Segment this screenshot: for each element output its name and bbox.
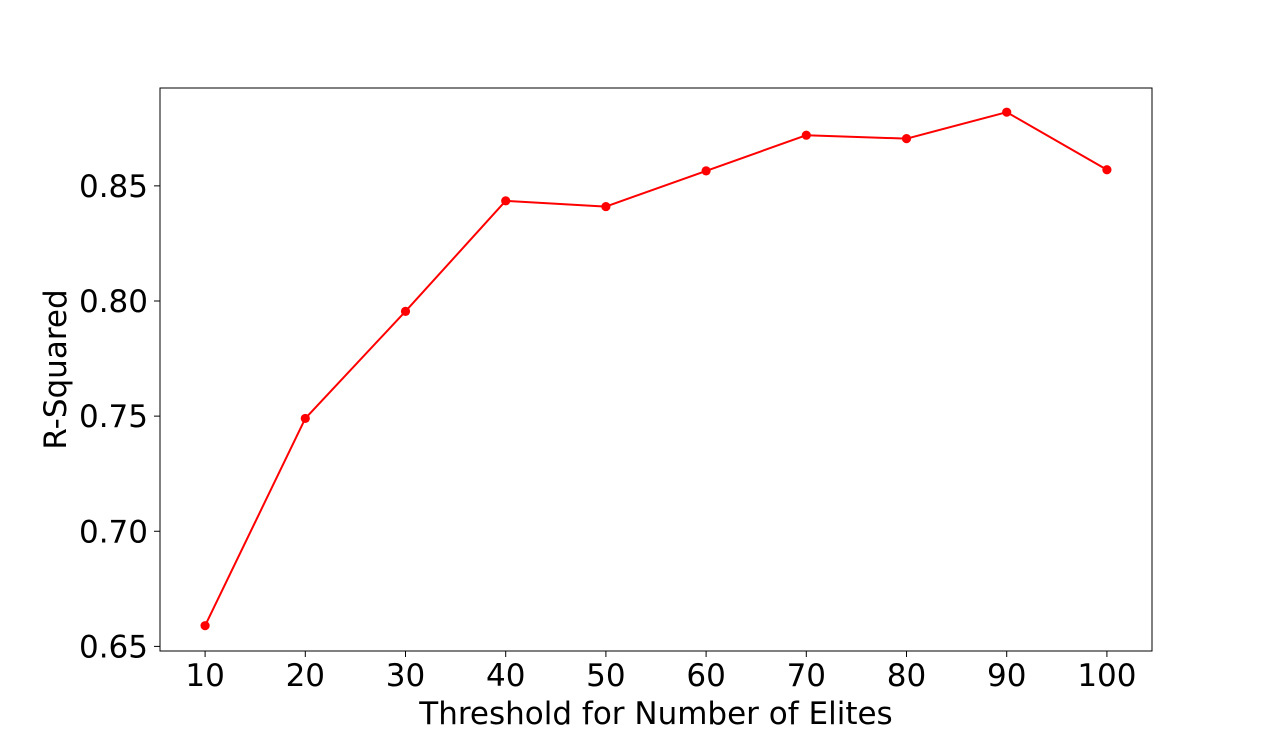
y-tick-label: 0.85 — [79, 169, 148, 205]
y-tick-label: 0.65 — [79, 629, 148, 665]
y-axis-label: R-Squared — [38, 289, 74, 449]
x-tick-label: 60 — [686, 658, 725, 694]
x-tick-label: 70 — [787, 658, 826, 694]
data-point — [501, 196, 511, 206]
x-tick-label: 10 — [185, 658, 224, 694]
data-point — [400, 306, 411, 316]
ticks-layer: 10 20 30 40 50 60 70 80 90 100 0.65 0.70 0.75 0.80 0.8… — [79, 169, 1137, 694]
y-tick-label: 0.80 — [79, 284, 148, 320]
x-axis-label: Threshold for Number of Elites — [418, 696, 892, 731]
x-tick-label: 100 — [1077, 658, 1136, 694]
data-point — [801, 130, 811, 140]
series-line — [204, 111, 1108, 627]
data-point — [1002, 107, 1012, 117]
plot-frame — [159, 87, 1153, 652]
x-tick-label: 20 — [286, 658, 325, 694]
data-point — [200, 621, 210, 631]
x-tick-label: 90 — [987, 658, 1026, 694]
y-tick-label: 0.70 — [79, 514, 148, 550]
series-layer — [200, 107, 1112, 631]
y-tick-label: 0.75 — [79, 399, 148, 435]
data-point — [701, 166, 711, 176]
data-point — [300, 413, 310, 424]
data-point — [1102, 165, 1112, 175]
x-tick-label: 40 — [486, 658, 525, 694]
x-tick-label: 30 — [386, 658, 425, 694]
x-tick-label: 80 — [887, 658, 926, 694]
x-tick-label: 50 — [586, 658, 625, 694]
data-point — [601, 201, 611, 212]
data-point — [901, 134, 912, 144]
